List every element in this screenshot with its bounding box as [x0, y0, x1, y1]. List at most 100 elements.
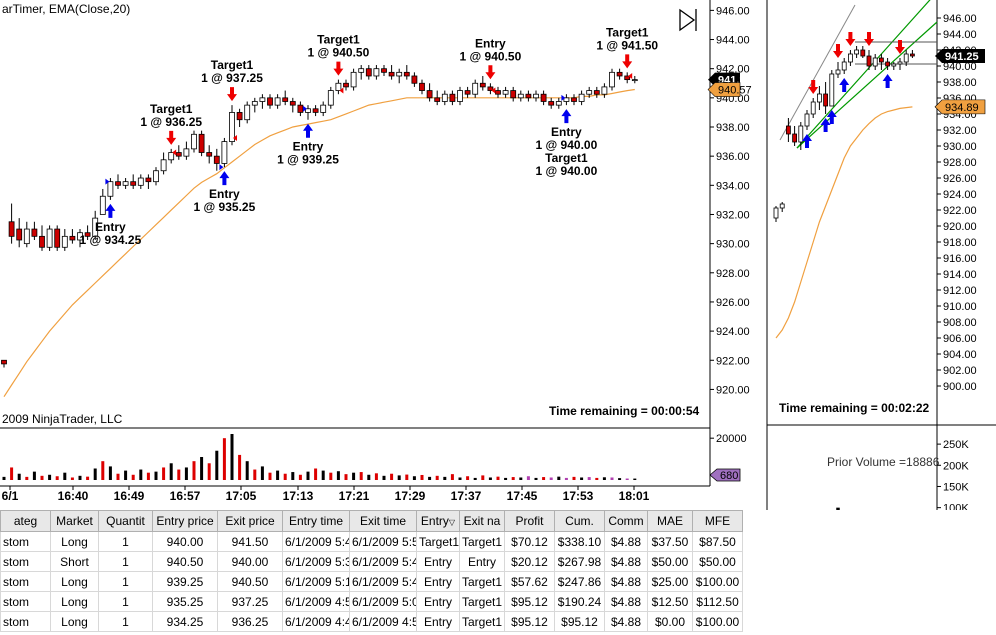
volume-bar: [154, 471, 158, 480]
y-tick-label: 914.00: [943, 269, 977, 281]
candle-body: [854, 49, 859, 55]
y-tick-label: 912.00: [943, 285, 977, 297]
table-header-row: ateg Market Quantit Entry price Exit price En…: [0, 510, 743, 532]
candle: [365, 65, 372, 80]
volume-bar: [124, 470, 128, 480]
column-header[interactable]: Exit time: [349, 510, 417, 532]
candle: [115, 174, 121, 189]
table-cell: 6/1/2009 5:4: [349, 551, 417, 572]
table-cell: 6/1/2009 4:5: [349, 611, 417, 632]
buy-marker: [839, 78, 850, 92]
candle: [624, 72, 631, 84]
column-header[interactable]: MFE: [692, 510, 743, 532]
candle-body: [563, 97, 570, 102]
candle-body: [39, 235, 45, 248]
candle: [879, 54, 884, 70]
sort-down-icon[interactable]: ▽: [448, 518, 456, 527]
column-header[interactable]: Profit: [504, 510, 555, 532]
ema-price-value: 934.89: [945, 102, 979, 114]
volume-bar: [184, 467, 188, 480]
up-arrow-icon: [820, 118, 831, 132]
volume-bar: [291, 472, 295, 480]
candle: [39, 225, 45, 251]
candle: [464, 86, 471, 98]
candle-body: [335, 82, 342, 91]
strategy-performance-table[interactable]: ateg Market Quantit Entry price Exit price En…: [0, 510, 743, 632]
last-price-value: 941.25: [945, 51, 979, 63]
column-header[interactable]: Entry price: [152, 510, 218, 532]
trade-label: Target1: [211, 58, 254, 72]
candle-body: [115, 181, 121, 186]
column-header[interactable]: Cum.: [554, 510, 605, 532]
candle: [441, 90, 448, 106]
candle: [403, 65, 410, 80]
chart-area[interactable]: arTimer, EMA(Close,20) 2009 NinjaTrader,…: [0, 0, 996, 510]
column-header[interactable]: Entry▽: [416, 510, 460, 532]
main-price-chart[interactable]: arTimer, EMA(Close,20) 2009 NinjaTrader,…: [0, 0, 752, 503]
table-row[interactable]: stom Long 1 939.25 940.50 6/1/2009 5:1 6/1/200…: [0, 571, 743, 592]
volume-bar: [93, 468, 97, 480]
column-header-label: Profit: [515, 514, 544, 528]
up-arrow-icon: [303, 123, 313, 138]
up-arrow-icon: [826, 110, 837, 124]
candle: [251, 97, 258, 113]
volume-bar: [610, 477, 614, 480]
table-cell: Short: [50, 551, 99, 572]
y-tick-label: 908.00: [943, 317, 977, 329]
candle: [779, 202, 785, 212]
table-row[interactable]: stom Long 1 940.00 941.50 6/1/2009 5:4 6/1/200…: [0, 531, 743, 552]
last-price-box: 941.25: [935, 49, 985, 63]
volume-bar: [542, 477, 546, 480]
volume-bar: [25, 476, 29, 480]
table-cell: $4.88: [604, 611, 648, 632]
candle-body: [411, 75, 418, 84]
table-row[interactable]: stom Short 1 940.50 940.00 6/1/2009 5:3 6/1/20…: [0, 551, 743, 572]
trade-label: Entry: [95, 220, 126, 234]
column-header[interactable]: MAE: [647, 510, 693, 532]
trade-label: 1 @ 940.00: [536, 164, 598, 178]
candle-body: [244, 104, 251, 121]
candle: [426, 83, 433, 102]
column-header[interactable]: Quantit: [98, 510, 153, 532]
column-header-label: Comm: [608, 514, 644, 528]
candle-body: [175, 152, 182, 157]
column-header[interactable]: Exit price: [217, 510, 283, 532]
table-cell: $50.00: [692, 551, 743, 572]
chart-title: arTimer, EMA(Close,20): [2, 2, 130, 16]
mini-price-chart[interactable]: Time remaining = 00:02:22 Prior Volume =…: [766, 0, 996, 510]
table-row[interactable]: stom Long 1 934.25 936.25 6/1/2009 4:4 6/1/200…: [0, 611, 743, 632]
play-forward-icon[interactable]: [679, 8, 697, 32]
column-header[interactable]: Entry time: [282, 510, 350, 532]
y-tick-label: 938.00: [716, 122, 750, 134]
trend-channel-lines: [779, 0, 938, 149]
candle-body: [891, 63, 897, 67]
table-cell: stom: [0, 531, 51, 552]
candle-body: [320, 104, 327, 113]
candle-body: [860, 49, 866, 57]
candle-body: [236, 112, 243, 121]
up-arrow-icon: [839, 78, 850, 92]
candle-body: [23, 228, 30, 245]
down-arrow-icon: [485, 65, 496, 80]
column-header[interactable]: Comm: [604, 510, 648, 532]
candle-body: [533, 93, 539, 99]
volume-bar: [2, 476, 6, 480]
table-cell: 940.50: [152, 551, 218, 572]
candle: [312, 105, 319, 117]
volume-bar: [40, 475, 44, 480]
column-header[interactable]: Market: [50, 510, 99, 532]
candle-body: [609, 71, 615, 88]
volume-bar: [443, 476, 447, 480]
volume-bar: [352, 472, 356, 480]
candle-body: [910, 53, 915, 57]
candle-body: [885, 61, 890, 67]
ema-price-box: 940.57: [707, 82, 752, 97]
up-arrow-icon: [802, 134, 812, 148]
column-header[interactable]: Exit na: [459, 510, 505, 532]
y-tick-label: 922.00: [716, 355, 750, 367]
candle-body: [457, 90, 463, 102]
mini-price-panel: [767, 0, 937, 428]
table-row[interactable]: stom Long 1 935.25 937.25 6/1/2009 4:5 6/1/200…: [0, 591, 743, 612]
column-header[interactable]: ateg: [0, 510, 51, 532]
